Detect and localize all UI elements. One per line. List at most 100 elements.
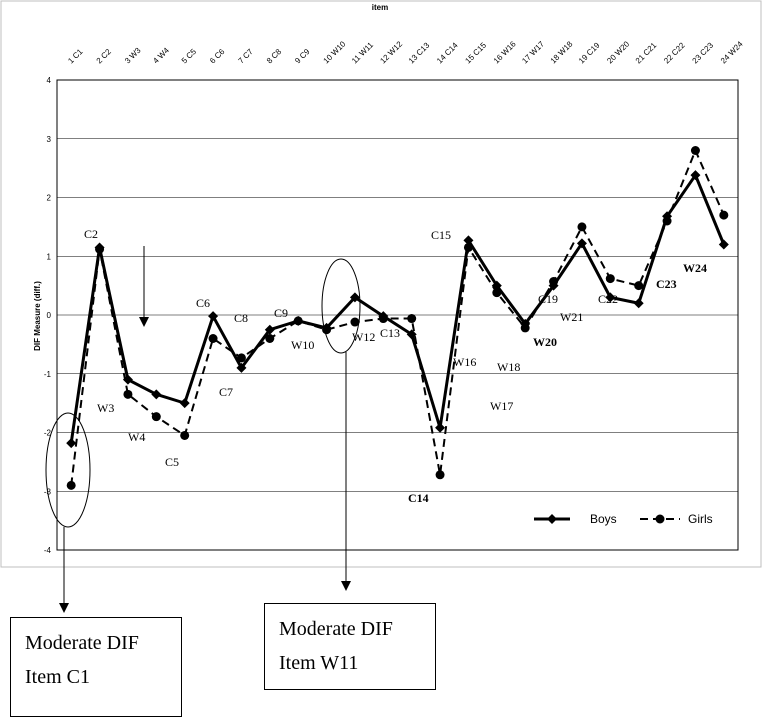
annotation-label: C22: [598, 292, 618, 306]
x-tick-label: 16 W16: [492, 39, 518, 65]
y-tick-label: -1: [44, 370, 52, 379]
annotation-label: C9: [274, 306, 288, 320]
girls-point: [180, 430, 190, 440]
boys-point: [605, 292, 616, 303]
x-tick-label: 12 W12: [378, 39, 404, 65]
girls-point: [208, 334, 218, 343]
x-tick-labels: 1 C1 2 C2 3 W3 4 W4 5 C5 6 C6 7 C7 8 C8 9 C9 10 W…: [66, 39, 745, 65]
annotation-label: C13: [380, 326, 400, 340]
x-tick-label: 23 C23: [690, 40, 715, 65]
annotation-label: C7: [219, 385, 233, 399]
annotation-label: W4: [128, 430, 145, 444]
legend-girls-marker: [655, 514, 665, 524]
x-tick-label: 19 C19: [577, 40, 602, 65]
x-tick-label: 18 W18: [549, 39, 575, 65]
boys-point: [435, 422, 446, 433]
x-tick-label: 7 C7: [236, 47, 255, 66]
girls-point: [549, 277, 559, 287]
callout-box-c1: Moderate DIF Item C1: [10, 617, 182, 717]
legend-girls-label: Girls: [688, 512, 713, 526]
annotation-label: W18: [497, 360, 520, 374]
girls-point: [719, 210, 729, 220]
annotation-label: W24: [683, 261, 707, 275]
girls-point: [605, 274, 615, 284]
annotation-label: C15: [431, 228, 451, 242]
x-axis-title: item: [372, 3, 388, 12]
x-tick-label: 6 C6: [208, 47, 227, 66]
boys-point: [179, 398, 190, 409]
x-tick-label: 10 W10: [322, 39, 348, 65]
legend: Boys Girls: [534, 512, 713, 526]
x-tick-label: 3 W3: [123, 45, 143, 65]
boys-point: [66, 438, 77, 449]
x-tick-label: 8 C8: [265, 47, 284, 66]
boys-point: [151, 389, 162, 400]
x-tick-label: 24 W24: [719, 39, 745, 65]
y-tick-label: -2: [44, 429, 52, 438]
x-tick-label: 20 W20: [605, 39, 631, 65]
annotation-label: C23: [656, 277, 677, 291]
boys-point: [349, 292, 360, 303]
girls-point: [350, 317, 360, 327]
girls-point: [407, 314, 417, 324]
x-tick-label: 17 W17: [520, 39, 546, 65]
girls-point: [492, 288, 502, 298]
annotation-label: C5: [165, 455, 179, 469]
legend-boys-label: Boys: [590, 512, 617, 526]
series-line-boys: [69, 173, 726, 444]
gridlines: [56, 79, 739, 551]
annotation-label: W21: [560, 310, 583, 324]
annotation-shapes: [45, 246, 361, 613]
boys-point: [264, 324, 275, 335]
annotation-label: C2: [84, 227, 98, 241]
callout-w11-line1: Moderate DIF: [279, 618, 393, 640]
x-tick-label: 5 C5: [180, 47, 199, 66]
x-tick-label: 15 C15: [463, 40, 488, 65]
x-tick-label: 2 C2: [95, 47, 114, 66]
x-tick-label: 13 C13: [407, 40, 432, 65]
y-tick-label: 0: [47, 311, 52, 320]
c1-highlight-ellipse: [45, 412, 91, 528]
girls-point: [577, 222, 587, 232]
boys-point: [208, 311, 219, 322]
x-tick-label: 9 C9: [293, 47, 312, 66]
girls-point: [463, 242, 473, 252]
annotation-label: W3: [97, 401, 114, 415]
series-layer: [66, 146, 729, 490]
annotation-label: W10: [291, 338, 314, 352]
girls-point: [95, 244, 105, 254]
boys-point: [718, 239, 729, 250]
annotation-label: W12: [352, 330, 375, 344]
girls-point: [662, 216, 672, 226]
x-tick-label: 1 C1: [66, 47, 85, 66]
annotation-label: W17: [490, 399, 513, 413]
legend-boys-marker: [547, 514, 557, 524]
annotation-label: W16: [453, 355, 476, 369]
x-tick-label: 14 C14: [435, 40, 460, 65]
boys-point: [576, 238, 587, 249]
girls-point: [520, 323, 530, 333]
x-tick-label: 4 W4: [151, 45, 171, 65]
boys-point: [236, 362, 247, 373]
annotation-label: W20: [533, 335, 557, 349]
callout-c1-line2: Item C1: [25, 666, 90, 688]
x-tick-label: 22 C22: [662, 40, 687, 65]
annotation-label: C6: [196, 296, 210, 310]
annotation-label: C19: [538, 292, 558, 306]
girls-point: [435, 470, 445, 480]
girls-point: [690, 146, 700, 155]
girls-point: [265, 334, 275, 343]
x-tick-label: 11 W11: [350, 40, 375, 65]
annotation-label: C8: [234, 311, 248, 325]
girls-point: [634, 281, 644, 291]
y-axis-title: DIF Measure (diff.): [33, 281, 42, 351]
y-tick-label: 2: [47, 194, 52, 203]
y-tick-label: -4: [44, 546, 52, 555]
x-tick-label: 21 C21: [634, 40, 659, 65]
callout-w11-line2: Item W11: [279, 652, 359, 674]
boys-point: [463, 235, 474, 246]
boys-point: [690, 170, 701, 181]
y-tick-label: 1: [47, 252, 52, 261]
